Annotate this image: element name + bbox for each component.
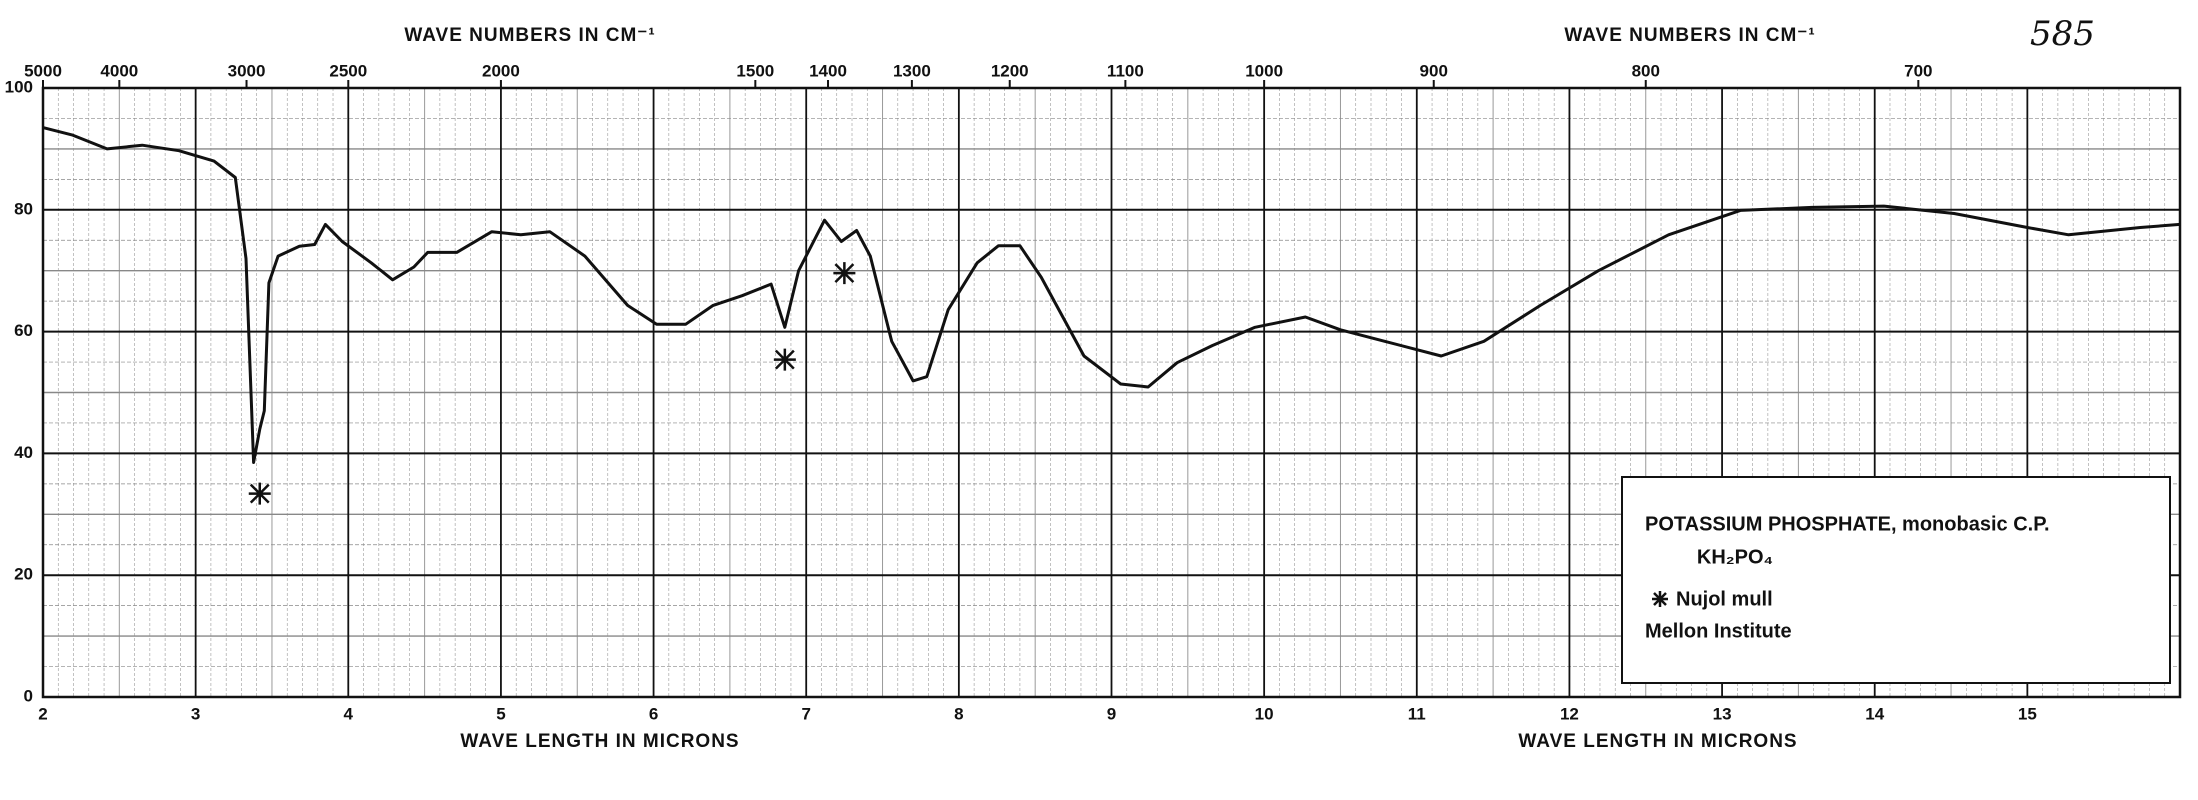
x2-tick-label: 2500	[329, 61, 367, 80]
legend-title: POTASSIUM PHOSPHATE, monobasic C.P.	[1645, 513, 2050, 535]
x2-tick-label: 700	[1904, 61, 1932, 80]
x2-tick-label: 900	[1420, 61, 1448, 80]
x-axis-title: WAVE LENGTH IN MICRONS	[1518, 731, 1797, 752]
x-tick-label: 9	[1107, 704, 1116, 723]
handwritten-number: 585	[2030, 14, 2095, 54]
x2-tick-label: 2000	[482, 61, 520, 80]
x-tick-label: 15	[2018, 704, 2037, 723]
x-tick-label: 5	[496, 704, 505, 723]
x-tick-label: 14	[1865, 704, 1884, 723]
y-tick-label: 100	[5, 77, 33, 96]
x-tick-label: 12	[1560, 704, 1579, 723]
top-axis-title: WAVE NUMBERS IN CM⁻¹	[1564, 25, 1815, 46]
nujol-marker	[248, 482, 271, 505]
x-tick-label: 2	[38, 704, 47, 723]
x-tick-label: 6	[649, 704, 658, 723]
y-tick-label: 80	[14, 199, 33, 218]
x2-tick-label: 3000	[228, 61, 266, 80]
nujol-marker	[833, 262, 856, 285]
y-tick-label: 0	[24, 686, 33, 705]
x-tick-label: 4	[344, 704, 354, 723]
x2-tick-label: 1200	[991, 61, 1029, 80]
y-tick-label: 60	[14, 321, 33, 340]
plot-frame	[41, 86, 2182, 699]
y-tick-label: 20	[14, 565, 33, 584]
x-tick-label: 13	[1713, 704, 1732, 723]
x2-tick-label: 800	[1632, 61, 1660, 80]
x-tick-label: 7	[801, 704, 810, 723]
x-axis-title: WAVE LENGTH IN MICRONS	[460, 731, 739, 752]
spectrum-line	[42, 126, 2181, 464]
x2-tick-label: 1000	[1245, 61, 1283, 80]
legend-sample: Nujol mull	[1676, 588, 1773, 610]
x-tick-label: 8	[954, 704, 963, 723]
x2-tick-label: 4000	[100, 61, 138, 80]
legend-formula: KH₂PO₄	[1697, 546, 1773, 568]
x2-tick-label: 5000	[24, 61, 62, 80]
x-tick-label: 10	[1255, 704, 1274, 723]
x2-tick-label: 1100	[1107, 61, 1144, 80]
nujol-marker	[773, 348, 796, 371]
legend-star	[1652, 591, 1668, 607]
x2-tick-label: 1400	[809, 61, 847, 80]
x2-tick-label: 1300	[893, 61, 931, 80]
legend-source: Mellon Institute	[1645, 620, 1792, 642]
x-tick-label: 11	[1408, 704, 1426, 723]
x2-tick-label: 1500	[736, 61, 774, 80]
y-tick-label: 40	[14, 443, 33, 462]
top-axis-title: WAVE NUMBERS IN CM⁻¹	[404, 25, 655, 46]
legend-box	[1621, 476, 2171, 684]
x-tick-label: 3	[191, 704, 200, 723]
